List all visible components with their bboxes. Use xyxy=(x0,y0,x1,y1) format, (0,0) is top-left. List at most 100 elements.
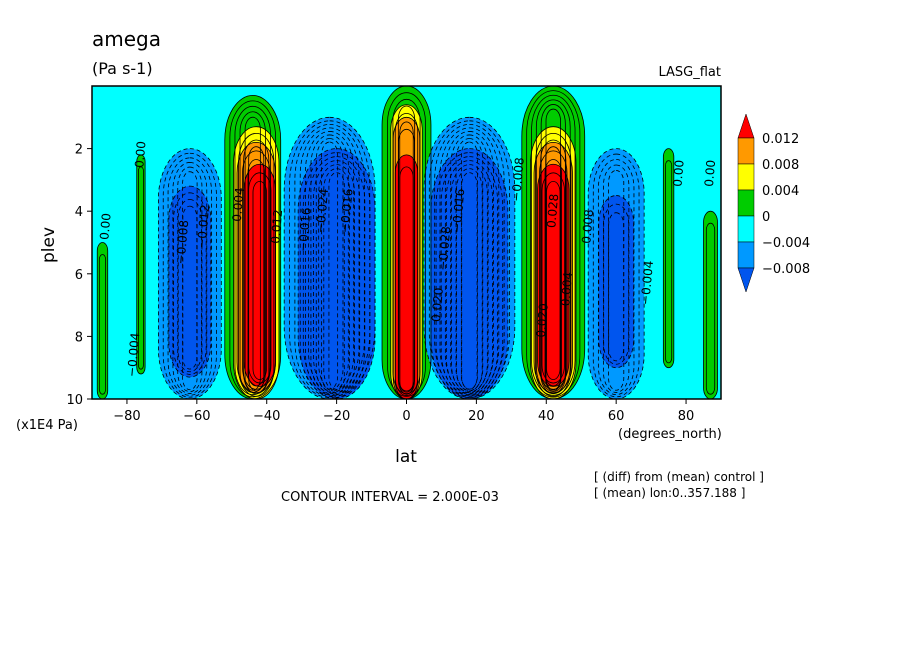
contour-line xyxy=(531,94,576,396)
contour-line xyxy=(302,152,371,398)
legend-label: −0.004 xyxy=(762,236,810,251)
contour-line xyxy=(182,205,198,370)
contour-line xyxy=(537,163,570,387)
contour-line xyxy=(323,168,350,392)
contour-line xyxy=(705,222,716,395)
contour-label: 0.004 xyxy=(558,271,575,306)
contour-line xyxy=(461,172,478,390)
x-tick-label: −60 xyxy=(183,409,210,424)
contour-line xyxy=(521,86,586,399)
contour-label: −0.016 xyxy=(450,188,468,233)
contour-line xyxy=(544,159,562,387)
contour-line xyxy=(545,146,562,392)
contour-label: 0.004 xyxy=(230,187,247,222)
contour-line xyxy=(456,168,483,392)
legend-swatch xyxy=(737,137,755,165)
note-diff: [ (diff) from (mean) control ] xyxy=(594,470,764,484)
x-axis-label: lat xyxy=(395,447,417,467)
contour-line xyxy=(248,172,272,384)
x-tick-label: −20 xyxy=(323,409,350,424)
contour-line xyxy=(540,139,567,395)
contour-label: 0.020 xyxy=(534,303,551,338)
legend-label: −0.008 xyxy=(762,262,810,277)
contour-line xyxy=(526,90,581,398)
color-legend: 0.012 0.008 0.004 0 −0.004 −0.008 xyxy=(737,113,810,293)
contour-line xyxy=(530,126,577,399)
y-tick-label: 4 xyxy=(75,205,83,220)
contour-line xyxy=(387,92,426,397)
x-tick-label: 60 xyxy=(608,409,625,424)
contour-line xyxy=(96,242,109,399)
contour-band xyxy=(244,164,276,387)
contour-label: −0.016 xyxy=(338,188,356,233)
contour-band xyxy=(703,211,718,399)
contour-label: −0.004 xyxy=(638,260,656,305)
contour-band xyxy=(298,148,376,399)
contour-line xyxy=(598,195,635,369)
x-axis-units: (degrees_north) xyxy=(618,427,722,442)
contour-band xyxy=(663,148,674,368)
contour-line xyxy=(234,105,271,396)
legend-label: 0 xyxy=(762,210,770,225)
contour-label: −0.008 xyxy=(173,219,191,264)
contour-line xyxy=(541,172,565,384)
contour-line xyxy=(450,134,489,393)
y-tick-label: 8 xyxy=(75,330,83,345)
contour-label: 0.00 xyxy=(132,141,148,169)
contour-line xyxy=(238,132,275,397)
contour-label: 0.008 xyxy=(579,209,596,244)
contour-line xyxy=(423,116,516,399)
contour-line xyxy=(608,212,625,362)
y-axis-label: plev xyxy=(39,227,59,263)
contour-line xyxy=(305,131,355,394)
contour-line xyxy=(252,180,267,381)
legend-swatch xyxy=(737,241,755,269)
contour-line xyxy=(313,160,361,395)
contour-label: −0.008 xyxy=(509,157,527,202)
legend-label: 0.004 xyxy=(762,184,799,199)
legend-high-arrow xyxy=(737,113,755,139)
contour-line xyxy=(168,185,212,378)
x-tick-label: 20 xyxy=(468,409,485,424)
contour-line xyxy=(440,156,498,397)
x-tick-label: 40 xyxy=(538,409,555,424)
x-tick-label: −40 xyxy=(253,409,280,424)
contour-line xyxy=(539,150,568,390)
contour-line xyxy=(455,138,484,391)
contour-line xyxy=(308,156,366,397)
contour-label: −0.028 xyxy=(436,226,454,271)
contour-label: 0.028 xyxy=(544,193,561,228)
contour-line xyxy=(158,148,222,399)
contour-label: −0.004 xyxy=(125,332,143,377)
contour-label: 0.00 xyxy=(97,213,113,241)
y-tick-label: 2 xyxy=(75,143,83,158)
legend-low-arrow xyxy=(737,267,755,293)
contour-line xyxy=(394,154,419,399)
contour-line xyxy=(299,127,360,396)
contour-line xyxy=(703,210,718,399)
contour-line xyxy=(297,148,376,399)
contour-band xyxy=(97,242,108,399)
contour-line xyxy=(399,166,414,395)
contour-line xyxy=(136,154,146,375)
contour-line xyxy=(444,131,494,394)
legend-swatch xyxy=(737,189,755,217)
contour-line xyxy=(533,141,573,394)
contour-line xyxy=(592,153,640,398)
contour-line xyxy=(172,162,208,394)
contour-line xyxy=(244,116,261,391)
contour-line xyxy=(434,123,505,397)
y-tick-label: 10 xyxy=(66,393,83,408)
contour-band xyxy=(430,148,508,399)
contour-line xyxy=(381,86,432,399)
contour-label: 0.012 xyxy=(268,209,285,244)
x-tick-label: −80 xyxy=(113,409,140,424)
legend-swatch xyxy=(737,163,755,191)
contour-line xyxy=(597,159,635,396)
contour-line xyxy=(435,152,504,398)
y-axis: 2 4 6 8 10 xyxy=(66,143,92,408)
dataset-label: LASG_flat xyxy=(658,65,721,80)
